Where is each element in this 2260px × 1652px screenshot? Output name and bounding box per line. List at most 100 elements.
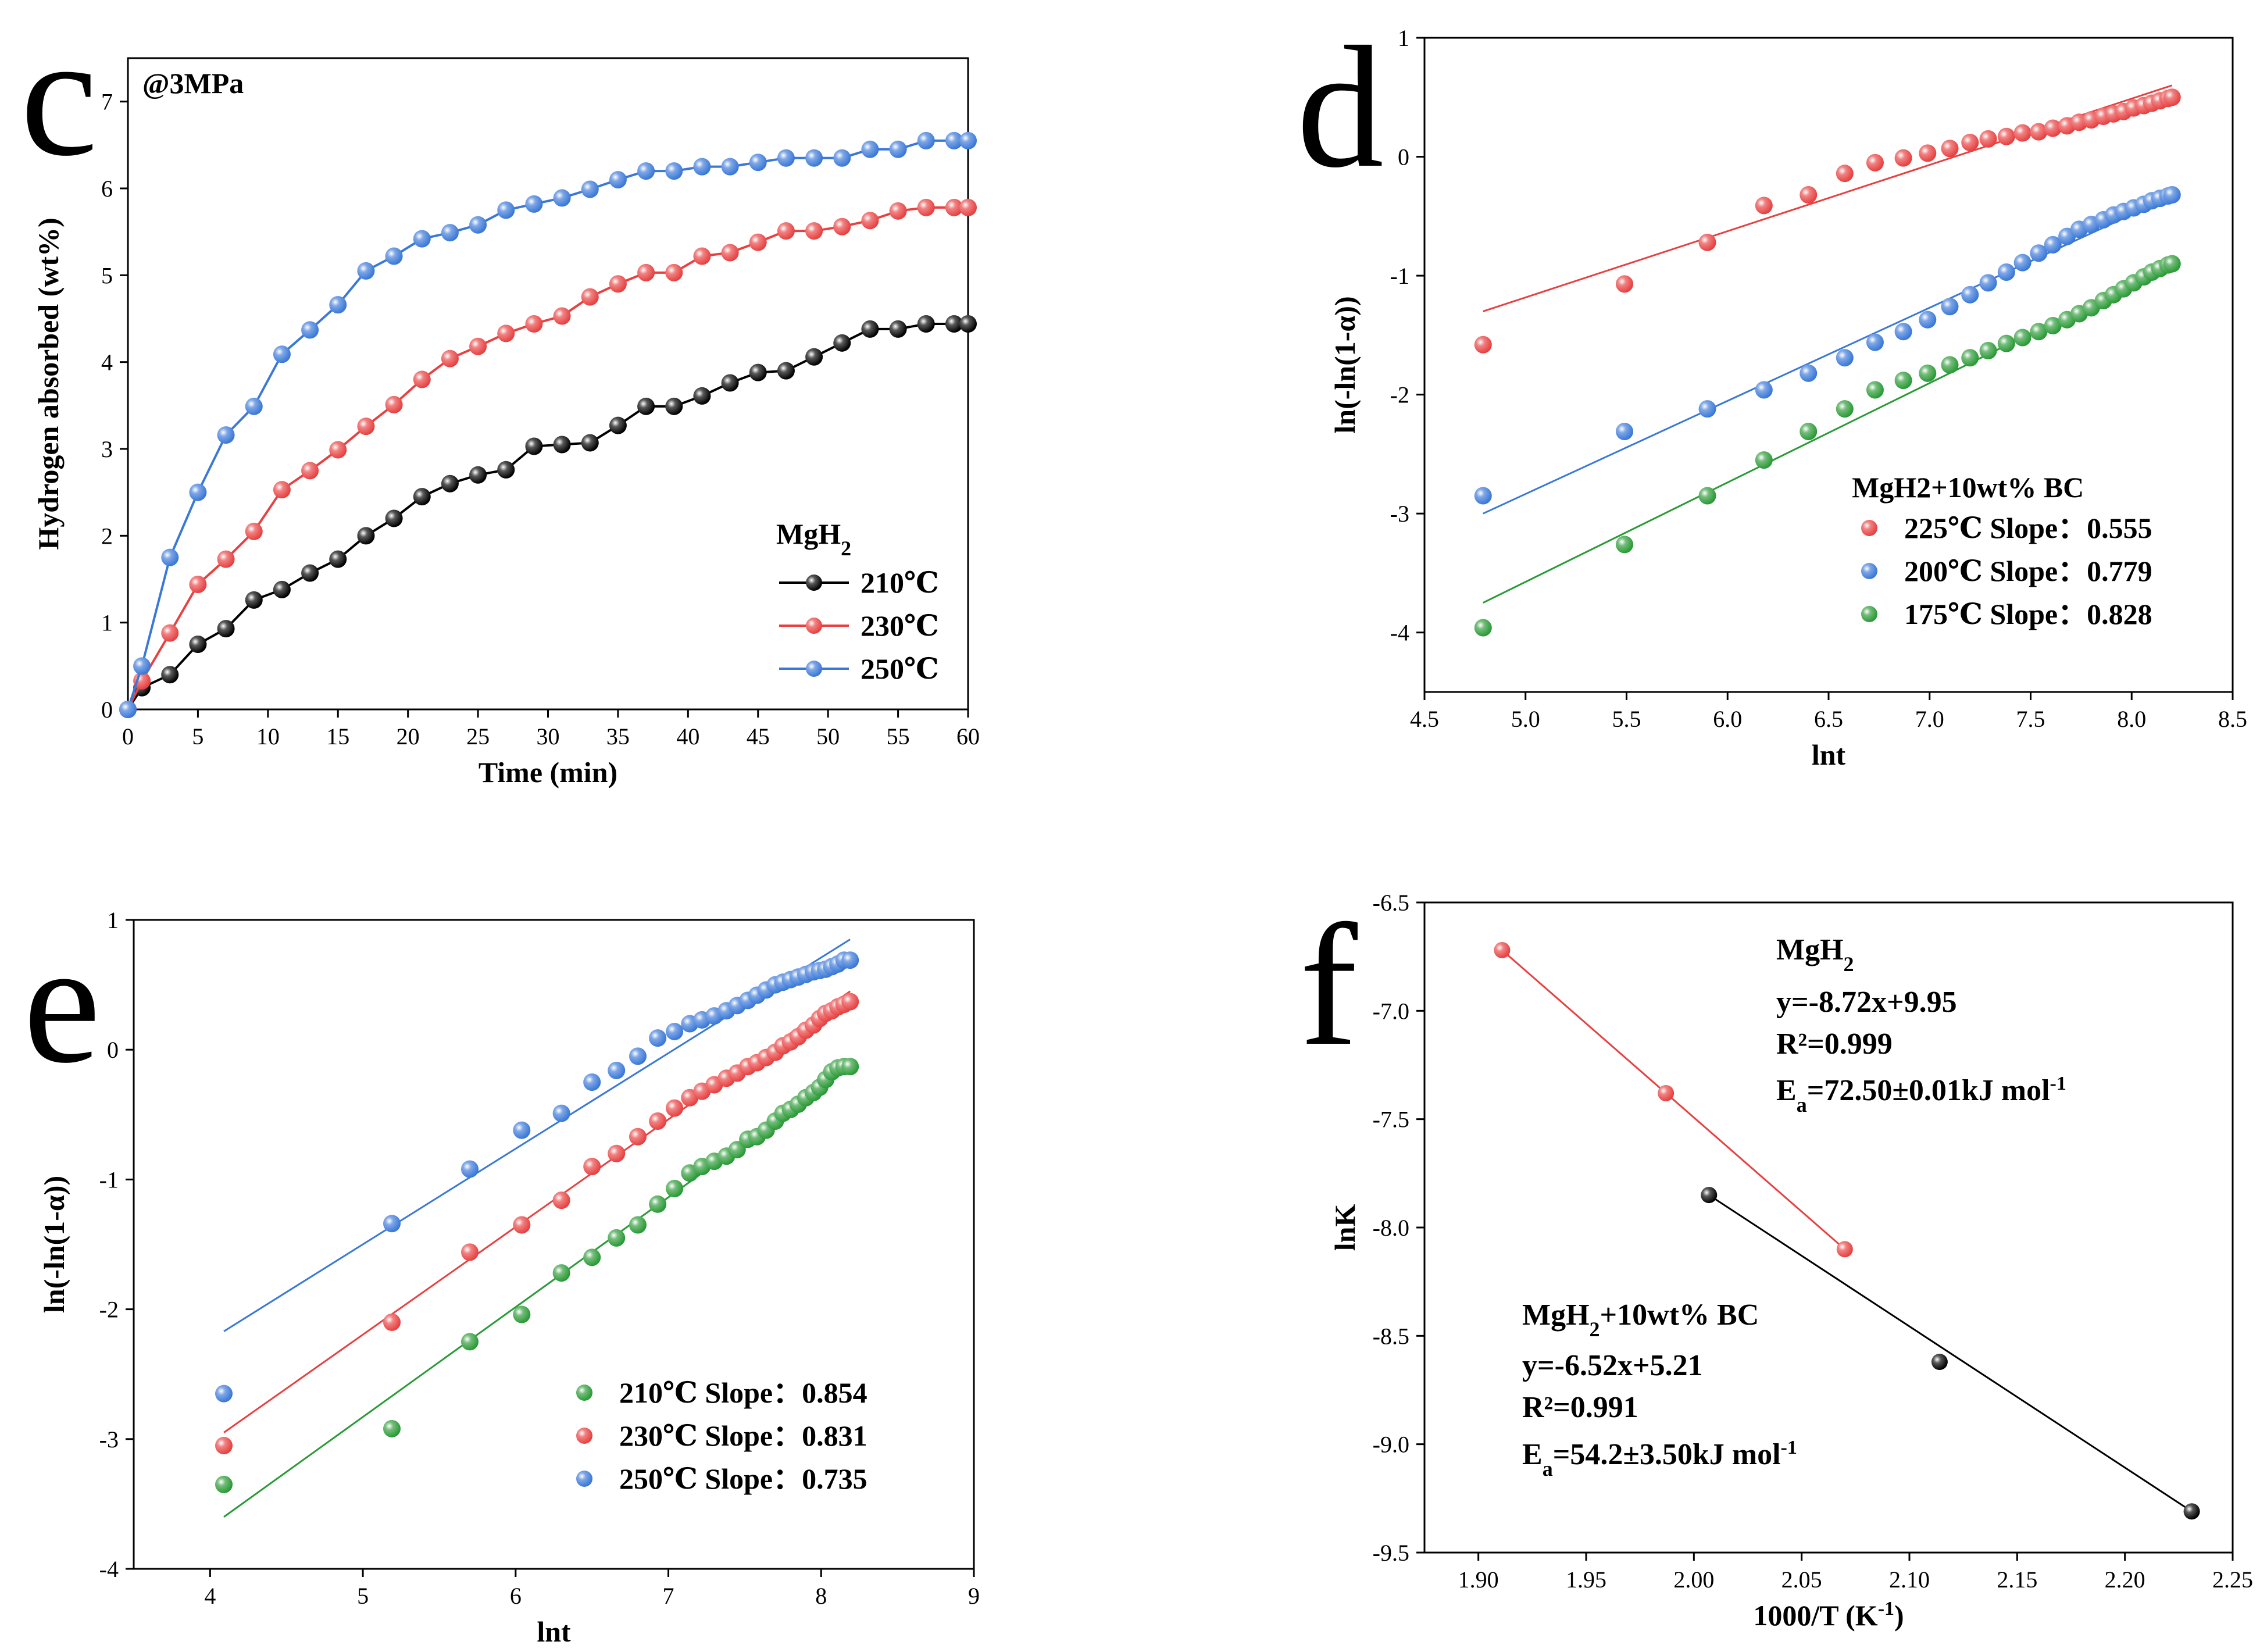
data-point — [385, 247, 403, 265]
data-point — [273, 345, 291, 363]
y-axis-label: Hydrogen absorbed (wt%) — [32, 217, 65, 550]
data-point — [215, 1436, 233, 1454]
data-point — [525, 195, 543, 213]
data-point — [1616, 536, 1634, 554]
y-tick-label: 6 — [101, 176, 113, 202]
x-tick-label: 60 — [956, 723, 980, 750]
data-point — [329, 296, 347, 314]
data-point — [583, 1158, 601, 1176]
x-tick-label: 25 — [466, 723, 490, 750]
legend-marker — [806, 661, 822, 677]
y-tick-label: -4 — [1390, 620, 1409, 646]
data-point — [119, 701, 137, 718]
data-point — [461, 1160, 479, 1178]
y-tick-label: -3 — [1390, 501, 1409, 527]
data-point — [861, 320, 879, 338]
x-tick-label: 5 — [192, 723, 203, 750]
data-point — [2044, 317, 2062, 334]
data-point — [1997, 263, 2015, 281]
data-point — [1931, 1354, 1948, 1371]
pressure-annotation: @3MPa — [142, 67, 244, 99]
data-point — [1894, 372, 1912, 390]
data-point — [749, 363, 767, 381]
data-point — [497, 461, 515, 479]
plot-frame — [133, 919, 975, 1570]
x-tick-label: 6.5 — [1814, 706, 1843, 732]
data-point — [609, 416, 627, 434]
data-point — [666, 1099, 684, 1117]
y-tick-label: -3 — [99, 1426, 119, 1453]
x-tick-label: 55 — [887, 723, 910, 750]
panel-d: 4.5 5.0 5.5 6.0 6.5 7.0 7.5 8.0 8.5 1 0 -1 -2 -3 -4 d ln… — [1297, 10, 2247, 771]
y-tick-label: 1 — [101, 610, 113, 636]
panel-f: 1.90 1.95 2.00 2.05 2.10 2.15 2.20 2.25 -6.5 -7.0… — [1299, 889, 2253, 1632]
legend-label: 175℃ Slope：0.828 — [1904, 598, 2152, 630]
data-point — [2013, 124, 2031, 142]
data-point — [1701, 1187, 1718, 1204]
data-point — [1866, 333, 1884, 351]
y-axis-label: ln(-ln(1-α)) — [1329, 296, 1361, 433]
data-point — [608, 1229, 626, 1247]
data-point — [357, 418, 375, 436]
y-axis-label: ln(-ln(1-α)) — [38, 1176, 70, 1313]
y-tick-label: 2 — [101, 523, 113, 549]
data-point — [1755, 381, 1773, 399]
data-point — [1474, 619, 1492, 637]
data-point — [385, 509, 403, 527]
data-point — [1836, 400, 1854, 418]
x-tick-label: 5 — [357, 1583, 369, 1609]
y-tick-label: 0 — [101, 697, 113, 723]
data-point — [513, 1121, 531, 1139]
data-point — [833, 217, 851, 236]
y-tick-label: 3 — [101, 436, 113, 462]
legend-label: 230℃ Slope：0.831 — [619, 1419, 867, 1452]
data-point — [629, 1047, 647, 1065]
data-point — [2044, 119, 2062, 137]
y-tick-label: -8.0 — [1373, 1215, 1409, 1241]
x-tick-label: 1.95 — [1566, 1567, 1606, 1593]
y-tick-label: -1 — [1390, 263, 1409, 289]
data-point — [609, 275, 627, 293]
data-point — [945, 315, 963, 333]
y-tick-label: -2 — [99, 1297, 119, 1323]
data-point — [553, 307, 571, 325]
data-point — [581, 180, 599, 198]
data-point — [553, 189, 571, 207]
data-point — [889, 202, 907, 220]
data-point — [721, 158, 739, 176]
x-axis-label: lnt — [1812, 738, 1846, 771]
data-point — [959, 131, 977, 149]
data-point — [161, 666, 179, 684]
data-point — [273, 580, 291, 598]
panel-letter: d — [1297, 10, 1384, 204]
data-point — [1474, 487, 1492, 505]
data-point — [301, 321, 319, 339]
x-tick-label: 2.10 — [1889, 1567, 1930, 1593]
data-point — [245, 591, 263, 609]
data-point — [217, 426, 235, 444]
legend-marker — [1861, 606, 1877, 622]
data-point — [1616, 275, 1634, 293]
data-point — [2030, 244, 2048, 262]
data-point — [917, 198, 935, 216]
legend-label: 210℃ — [861, 566, 939, 599]
data-point — [553, 436, 571, 454]
x-tick-label: 7.0 — [1915, 706, 1944, 732]
data-point — [749, 154, 767, 172]
x-tick-label: 2.05 — [1781, 1567, 1822, 1593]
data-point — [1866, 381, 1884, 399]
data-point — [1941, 298, 1959, 316]
y-tick-label: 1 — [107, 907, 119, 933]
y-tick-label: -7.0 — [1373, 998, 1409, 1024]
data-point — [1919, 364, 1937, 382]
data-point — [461, 1333, 479, 1351]
data-point — [1997, 334, 2015, 352]
mgh2-r2: R²=0.999 — [1776, 1027, 1893, 1061]
data-point — [959, 315, 977, 333]
x-tick-label: 7.5 — [2016, 706, 2045, 732]
data-point — [513, 1216, 531, 1234]
data-point — [469, 466, 487, 484]
legend-marker — [576, 1428, 592, 1444]
x-tick-label: 8 — [815, 1583, 827, 1609]
data-point — [1800, 423, 1818, 441]
